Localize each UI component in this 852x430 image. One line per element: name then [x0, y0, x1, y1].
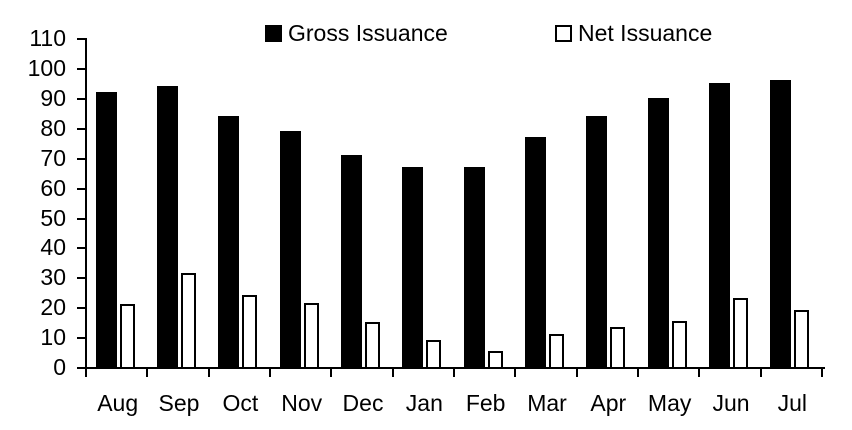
x-tick: [391, 369, 394, 377]
y-tick: [77, 247, 85, 250]
bar-gross-may: [647, 98, 669, 367]
bar-gross-apr: [586, 115, 608, 367]
x-axis-label-oct: Oct: [222, 390, 259, 416]
x-tick: [269, 369, 271, 377]
y-axis-label-20: 20: [40, 294, 66, 321]
legend-gross-label: Gross Issuance: [288, 20, 448, 46]
x-tick: [514, 369, 517, 377]
bar-net-apr: [610, 326, 626, 367]
x-tick: [85, 369, 87, 377]
bar-net-jan: [426, 340, 442, 367]
legend-net-swatch-icon: [555, 25, 572, 42]
x-axis-label-nov: Nov: [281, 390, 323, 416]
y-tick: [77, 367, 85, 369]
y-tick: [77, 38, 85, 41]
bar-gross-oct: [218, 115, 240, 367]
x-axis-label-aug: Aug: [97, 390, 139, 416]
y-axis-label-60: 60: [40, 174, 66, 201]
y-tick: [77, 98, 85, 101]
bar-gross-jun: [708, 83, 730, 367]
legend-gross-swatch-icon: [265, 25, 282, 42]
bar-gross-mar: [524, 136, 546, 367]
y-tick: [77, 157, 85, 160]
y-axis-label-70: 70: [40, 144, 66, 171]
x-axis-label-jul: Jul: [777, 390, 808, 416]
y-tick: [77, 187, 85, 190]
bar-gross-dec: [340, 154, 362, 367]
y-axis-label-30: 30: [40, 264, 66, 291]
y-tick: [77, 277, 85, 280]
bar-net-mar: [548, 334, 564, 367]
y-axis-label-80: 80: [40, 114, 66, 141]
y-tick: [77, 127, 85, 130]
bar-gross-jul: [770, 80, 792, 367]
bar-net-aug: [119, 304, 135, 367]
bar-net-sep: [180, 272, 196, 367]
legend-item-net: Net Issuance: [555, 22, 712, 45]
bar-net-nov: [303, 302, 319, 367]
y-axis-line: [85, 38, 87, 369]
x-tick: [453, 369, 455, 377]
y-tick: [77, 337, 85, 340]
y-axis-label-50: 50: [40, 204, 66, 231]
y-axis-label-110: 110: [29, 25, 66, 52]
x-tick: [330, 369, 333, 377]
bar-gross-jan: [402, 166, 424, 367]
bar-net-oct: [242, 295, 258, 367]
x-tick: [207, 369, 210, 377]
y-tick: [77, 217, 85, 220]
bar-gross-sep: [156, 86, 178, 367]
x-tick: [146, 369, 149, 377]
bar-net-may: [671, 320, 687, 367]
x-axis-label-sep: Sep: [158, 390, 200, 416]
x-axis-label-jan: Jan: [405, 390, 443, 416]
y-axis-label-10: 10: [40, 324, 66, 351]
legend-item-gross: Gross Issuance: [265, 22, 448, 45]
x-axis-label-dec: Dec: [342, 390, 384, 416]
x-axis-label-mar: Mar: [527, 390, 567, 416]
x-tick: [637, 369, 639, 377]
x-axis-label-may: May: [647, 390, 692, 416]
x-tick: [759, 369, 762, 377]
legend-net-label: Net Issuance: [578, 20, 713, 46]
y-axis-label-40: 40: [40, 234, 66, 261]
x-tick: [821, 369, 823, 377]
bar-gross-aug: [95, 92, 117, 367]
x-tick: [575, 369, 578, 377]
x-tick: [698, 369, 701, 377]
bar-gross-nov: [279, 130, 301, 367]
y-tick: [77, 307, 85, 310]
bar-net-jun: [732, 298, 748, 367]
bar-net-dec: [364, 322, 380, 367]
y-axis-label-90: 90: [40, 85, 66, 112]
y-axis-label-0: 0: [53, 354, 66, 380]
x-axis-label-jun: Jun: [712, 390, 750, 416]
bar-net-feb: [487, 350, 503, 367]
y-axis-label-100: 100: [27, 55, 66, 82]
bar-gross-feb: [463, 166, 485, 367]
y-tick: [77, 68, 85, 71]
bar-net-jul: [794, 310, 810, 367]
x-axis-line: [85, 367, 825, 369]
x-axis-label-apr: Apr: [590, 390, 627, 416]
x-axis-label-feb: Feb: [465, 390, 506, 416]
